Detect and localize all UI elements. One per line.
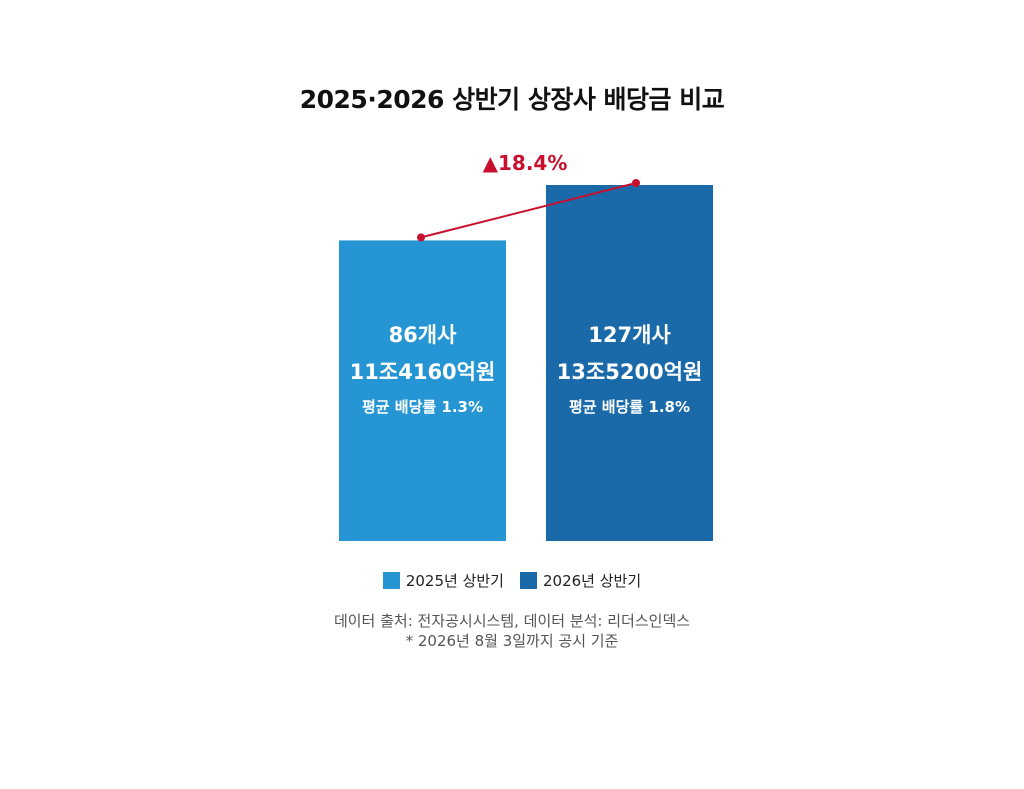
legend-swatch-2026 [520,572,537,589]
source-note: 데이터 출처: 전자공시시스템, 데이터 분석: 리더스인덱스 * 2026년 … [0,611,1024,651]
bar-company-count-2: 127개사 [588,323,671,347]
disclosure-basis-text: * 2026년 8월 3일까지 공시 기준 [405,632,619,650]
growth-marker-2 [632,179,640,187]
bar-2 [546,185,713,541]
legend-item-2025: 2025년 상반기 [382,570,504,591]
growth-marker-1 [417,233,425,242]
legend-item-2026: 2026년 상반기 [520,570,641,591]
bar-dividend-amount-1: 11조4160억원 [350,360,496,384]
bar-dividend-amount-2: 13조5200억원 [557,360,703,384]
legend-label-2026: 2026년 상반기 [543,572,642,590]
data-source-text: 데이터 출처: 전자공시시스템, 데이터 분석: 리더스인덱스 [333,612,691,630]
chart-title: 2025·2026 상반기 상장사 배당금 비교 [299,85,725,114]
chart-legend: 2025년 상반기 2026년 상반기 [0,570,1024,591]
growth-rate-label: ▲18.4% [483,151,568,175]
legend-swatch-2025 [382,572,400,589]
growth-line [420,182,637,239]
bar-average-yield-2: 평균 배당률 1.8% [569,398,690,416]
legend-label-2025: 2025년 상반기 [405,572,504,590]
bar-company-count-1: 86개사 [389,323,458,347]
bar-1 [339,240,506,541]
bar-average-yield-1: 평균 배당률 1.3% [362,398,483,416]
